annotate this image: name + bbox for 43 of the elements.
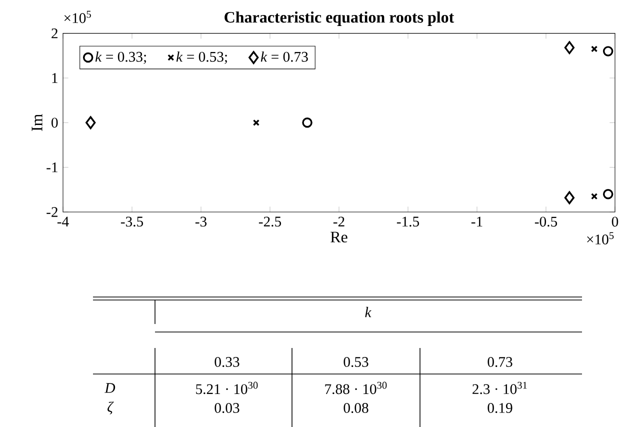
text: D <box>104 383 116 393</box>
y-tick-label: 0 <box>52 118 58 128</box>
point <box>86 116 96 130</box>
text: 5.21 · 10$^{30}$ <box>196 382 258 394</box>
text: 0.03 <box>214 403 240 413</box>
y-axis-title: Im <box>32 114 42 131</box>
y-tick-label: -1 <box>46 162 58 172</box>
text: 0.08 <box>344 403 368 413</box>
point <box>564 191 575 204</box>
point <box>252 119 260 126</box>
point <box>302 118 312 128</box>
x-tick-label: -2 <box>333 216 344 226</box>
text: 0.53 <box>344 357 368 367</box>
y-tick-label: -2 <box>46 207 58 217</box>
text: 0.33 <box>214 357 240 367</box>
point <box>590 193 598 200</box>
legend-label: k = 0.73 <box>260 51 308 62</box>
x-tick-label: -1.5 <box>396 216 420 227</box>
y-tick-label: 1 <box>52 73 58 83</box>
x-tick-label: -3.5 <box>120 216 144 227</box>
text: ×10$^{5}$ <box>587 232 614 244</box>
point <box>590 46 598 52</box>
x-tick-label: -2.5 <box>258 216 282 227</box>
point <box>602 188 614 200</box>
legend-label: k = 0.53; <box>176 51 227 64</box>
text: 2.3 · 10$^{31}$ <box>472 382 527 394</box>
chart-title: Characteristic equation roots plot <box>224 11 454 26</box>
x-tick-label: -4 <box>57 216 69 226</box>
legend-label: k = 0.33; <box>95 51 146 64</box>
x-axis-title: Re <box>330 232 348 242</box>
x-tick-label: -3 <box>195 216 207 227</box>
text: k <box>365 306 372 318</box>
text: ×10$^{5}$ <box>64 10 91 24</box>
text: 0.19 <box>488 403 512 413</box>
point <box>602 46 614 56</box>
text: 0.73 <box>488 357 512 367</box>
x-tick-label: 0 <box>612 216 618 227</box>
x-tick-label: -0.5 <box>534 216 558 227</box>
text: 7.88 · 10$^{30}$ <box>325 382 387 394</box>
point <box>564 41 575 54</box>
y-tick-label: 2 <box>52 28 58 38</box>
text: ζ <box>108 402 114 414</box>
x-tick-label: -1 <box>471 216 482 226</box>
